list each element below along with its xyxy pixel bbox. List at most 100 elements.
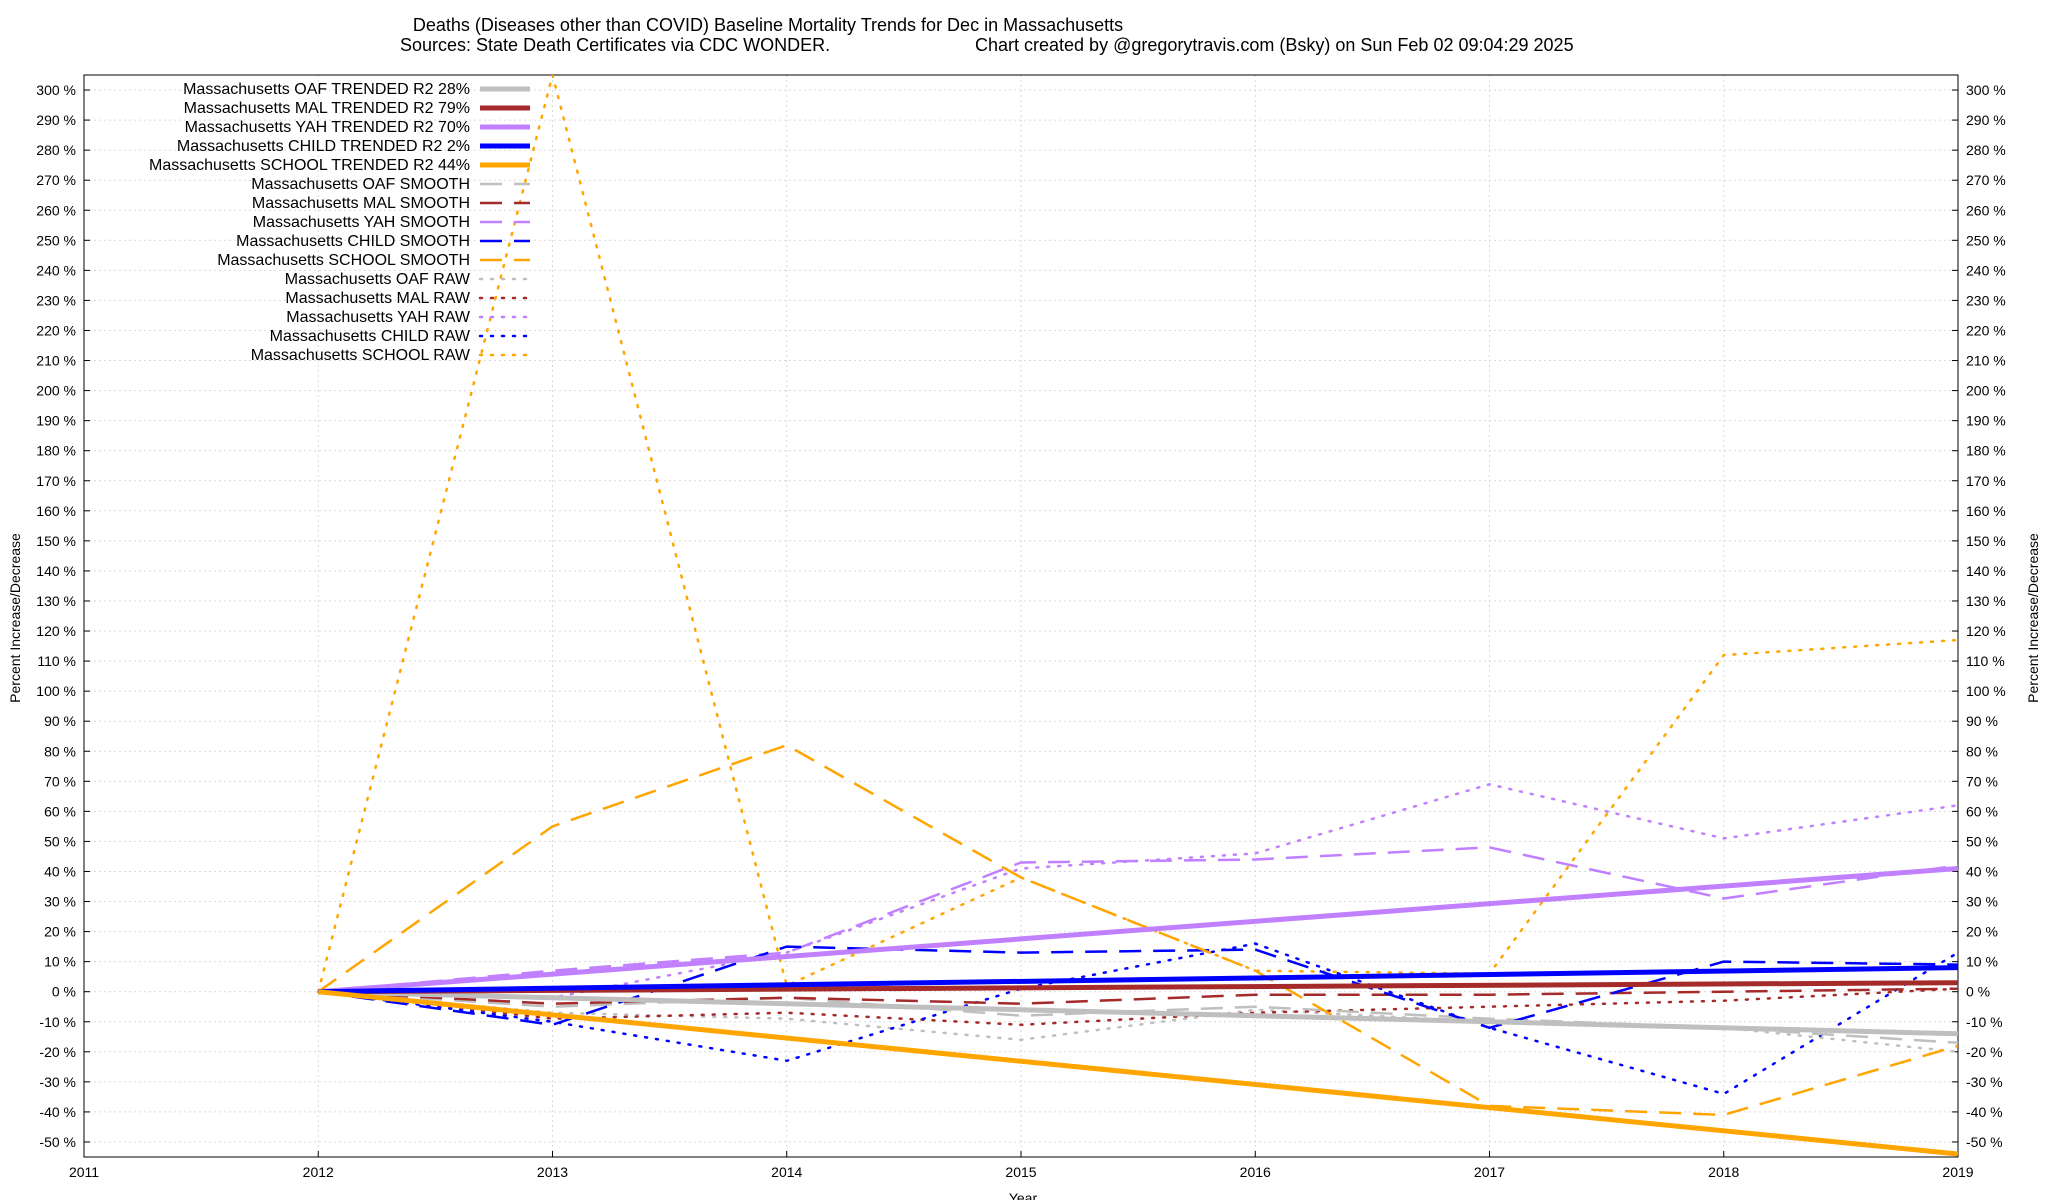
y-tick-label-right: 150 % bbox=[1966, 533, 2006, 549]
x-tick-label: 2011 bbox=[69, 1164, 99, 1180]
y-axis-label-left: Percent Increase/Decrease bbox=[7, 533, 23, 703]
y-tick-label-left: 250 % bbox=[36, 232, 76, 248]
legend-label-massachusetts-mal-smooth: Massachusetts MAL SMOOTH bbox=[252, 195, 470, 212]
y-tick-label-right: 250 % bbox=[1966, 232, 2006, 248]
legend-label-massachusetts-yah-trended-r2-70pct: Massachusetts YAH TRENDED R2 70% bbox=[185, 119, 470, 136]
legend-label-massachusetts-school-raw: Massachusetts SCHOOL RAW bbox=[251, 347, 471, 364]
x-tick-label: 2015 bbox=[1005, 1164, 1036, 1180]
y-tick-label-right: 200 % bbox=[1966, 383, 2006, 399]
series-line-massachusetts-school-raw bbox=[317, 75, 1958, 993]
series-line-massachusetts-school-smooth bbox=[317, 743, 1958, 1117]
chart-subtitle-credit: Chart created by @gregorytravis.com (Bsk… bbox=[975, 35, 1574, 55]
y-tick-label-left: 190 % bbox=[36, 413, 76, 429]
legend-label-massachusetts-child-trended-r2-2pct: Massachusetts CHILD TRENDED R2 2% bbox=[177, 138, 470, 155]
y-tick-label-left: -20 % bbox=[39, 1044, 76, 1060]
y-tick-label-right: 40 % bbox=[1966, 863, 1998, 879]
y-tick-label-left: 100 % bbox=[36, 683, 76, 699]
legend-label-massachusetts-oaf-smooth: Massachusetts OAF SMOOTH bbox=[251, 176, 470, 193]
y-tick-label-left: 230 % bbox=[36, 292, 76, 308]
y-tick-label-right: -10 % bbox=[1966, 1014, 2003, 1030]
y-tick-label-left: 90 % bbox=[44, 713, 76, 729]
series-line-massachusetts-mal-trended-r2-79pct bbox=[318, 980, 1958, 995]
x-tick-label: 2019 bbox=[1942, 1164, 1973, 1180]
y-tick-label-right: 180 % bbox=[1966, 443, 2006, 459]
y-tick-label-left: 290 % bbox=[36, 112, 76, 128]
y-tick-label-right: 230 % bbox=[1966, 292, 2006, 308]
legend-label-massachusetts-oaf-trended-r2-28pct: Massachusetts OAF TRENDED R2 28% bbox=[183, 81, 470, 98]
series-line-massachusetts-oaf-trended-r2-28pct bbox=[318, 989, 1958, 1037]
y-tick-label-right: -50 % bbox=[1966, 1134, 2003, 1150]
y-tick-label-right: 20 % bbox=[1966, 924, 1998, 940]
series-line-massachusetts-child-trended-r2-2pct bbox=[318, 965, 1958, 995]
y-tick-label-right: 260 % bbox=[1966, 202, 2006, 218]
x-tick-label: 2013 bbox=[537, 1164, 568, 1180]
y-tick-label-left: 180 % bbox=[36, 443, 76, 459]
y-tick-label-left: 160 % bbox=[36, 503, 76, 519]
y-tick-label-right: 90 % bbox=[1966, 713, 1998, 729]
y-tick-label-left: 0 % bbox=[52, 984, 76, 1000]
y-tick-label-left: 280 % bbox=[36, 142, 76, 158]
y-tick-label-right: 80 % bbox=[1966, 743, 1998, 759]
plot-frame bbox=[83, 74, 1959, 1158]
legend: Massachusetts OAF TRENDED R2 28% Massachu… bbox=[149, 81, 532, 364]
y-tick-label-right: 270 % bbox=[1966, 172, 2006, 188]
legend-label-massachusetts-school-trended-r2-44pct: Massachusetts SCHOOL TRENDED R2 44% bbox=[149, 157, 470, 174]
y-tick-label-left: 70 % bbox=[44, 773, 76, 789]
x-tick-label: 2016 bbox=[1240, 1164, 1271, 1180]
y-tick-label-right: 160 % bbox=[1966, 503, 2006, 519]
y-tick-label-right: 70 % bbox=[1966, 773, 1998, 789]
y-tick-label-left: 300 % bbox=[36, 82, 76, 98]
series-line-massachusetts-mal-smooth bbox=[318, 987, 1958, 1005]
y-tick-label-right: 30 % bbox=[1966, 894, 1998, 910]
legend-label-massachusetts-mal-raw: Massachusetts MAL RAW bbox=[285, 290, 471, 307]
x-tick-label: 2017 bbox=[1474, 1164, 1505, 1180]
y-tick-label-right: -20 % bbox=[1966, 1044, 2003, 1060]
y-tick-label-right: 130 % bbox=[1966, 593, 2006, 609]
y-tick-label-left: 220 % bbox=[36, 322, 76, 338]
y-tick-label-right: 300 % bbox=[1966, 82, 2006, 98]
y-tick-label-right: 280 % bbox=[1966, 142, 2006, 158]
y-tick-label-left: 80 % bbox=[44, 743, 76, 759]
x-tick-label: 2012 bbox=[303, 1164, 334, 1180]
series-layer bbox=[317, 75, 1958, 1157]
y-tick-label-left: -40 % bbox=[39, 1104, 76, 1120]
y-tick-label-right: 210 % bbox=[1966, 353, 2006, 369]
y-tick-label-left: 60 % bbox=[44, 803, 76, 819]
y-tick-label-right: 0 % bbox=[1966, 984, 1990, 1000]
y-tick-label-right: 50 % bbox=[1966, 833, 1998, 849]
y-tick-label-right: 240 % bbox=[1966, 262, 2006, 278]
y-tick-label-left: 10 % bbox=[44, 954, 76, 970]
series-line-massachusetts-yah-trended-r2-70pct bbox=[318, 866, 1958, 995]
y-tick-label-left: 50 % bbox=[44, 833, 76, 849]
y-tick-label-left: 260 % bbox=[36, 202, 76, 218]
x-axis-label: Year bbox=[1009, 1190, 1038, 1200]
y-tick-label-left: 110 % bbox=[37, 653, 76, 669]
y-tick-label-right: 120 % bbox=[1966, 623, 2006, 639]
y-tick-label-left: 130 % bbox=[36, 593, 76, 609]
y-tick-label-left: 200 % bbox=[36, 383, 76, 399]
y-tick-label-left: 240 % bbox=[36, 262, 76, 278]
legend-label-massachusetts-child-raw: Massachusetts CHILD RAW bbox=[270, 328, 471, 345]
series-line-massachusetts-oaf-raw bbox=[317, 990, 1958, 1054]
y-tick-label-left: 270 % bbox=[36, 172, 76, 188]
y-tick-label-right: 190 % bbox=[1966, 413, 2006, 429]
series-line-massachusetts-school-trended-r2-44pct bbox=[318, 989, 1958, 1157]
y-tick-label-left: 170 % bbox=[36, 473, 76, 489]
legend-label-massachusetts-yah-smooth: Massachusetts YAH SMOOTH bbox=[253, 214, 470, 231]
y-tick-label-left: 210 % bbox=[36, 353, 76, 369]
y-tick-label-right: 290 % bbox=[1966, 112, 2006, 128]
y-tick-label-right: 140 % bbox=[1966, 563, 2006, 579]
y-tick-label-right: 10 % bbox=[1966, 954, 1998, 970]
legend-label-massachusetts-school-smooth: Massachusetts SCHOOL SMOOTH bbox=[217, 252, 470, 269]
y-tick-label-left: -50 % bbox=[39, 1134, 76, 1150]
legend-label-massachusetts-child-smooth: Massachusetts CHILD SMOOTH bbox=[236, 233, 470, 250]
chart-subtitle-source: Sources: State Death Certificates via CD… bbox=[400, 35, 830, 55]
y-tick-label-left: 150 % bbox=[36, 533, 76, 549]
grid-layer bbox=[83, 75, 1959, 1157]
y-tick-label-left: 40 % bbox=[44, 863, 76, 879]
y-tick-label-right: 220 % bbox=[1966, 322, 2006, 338]
y-tick-label-left: -30 % bbox=[39, 1074, 76, 1090]
series-line-massachusetts-child-raw bbox=[317, 942, 1958, 1096]
